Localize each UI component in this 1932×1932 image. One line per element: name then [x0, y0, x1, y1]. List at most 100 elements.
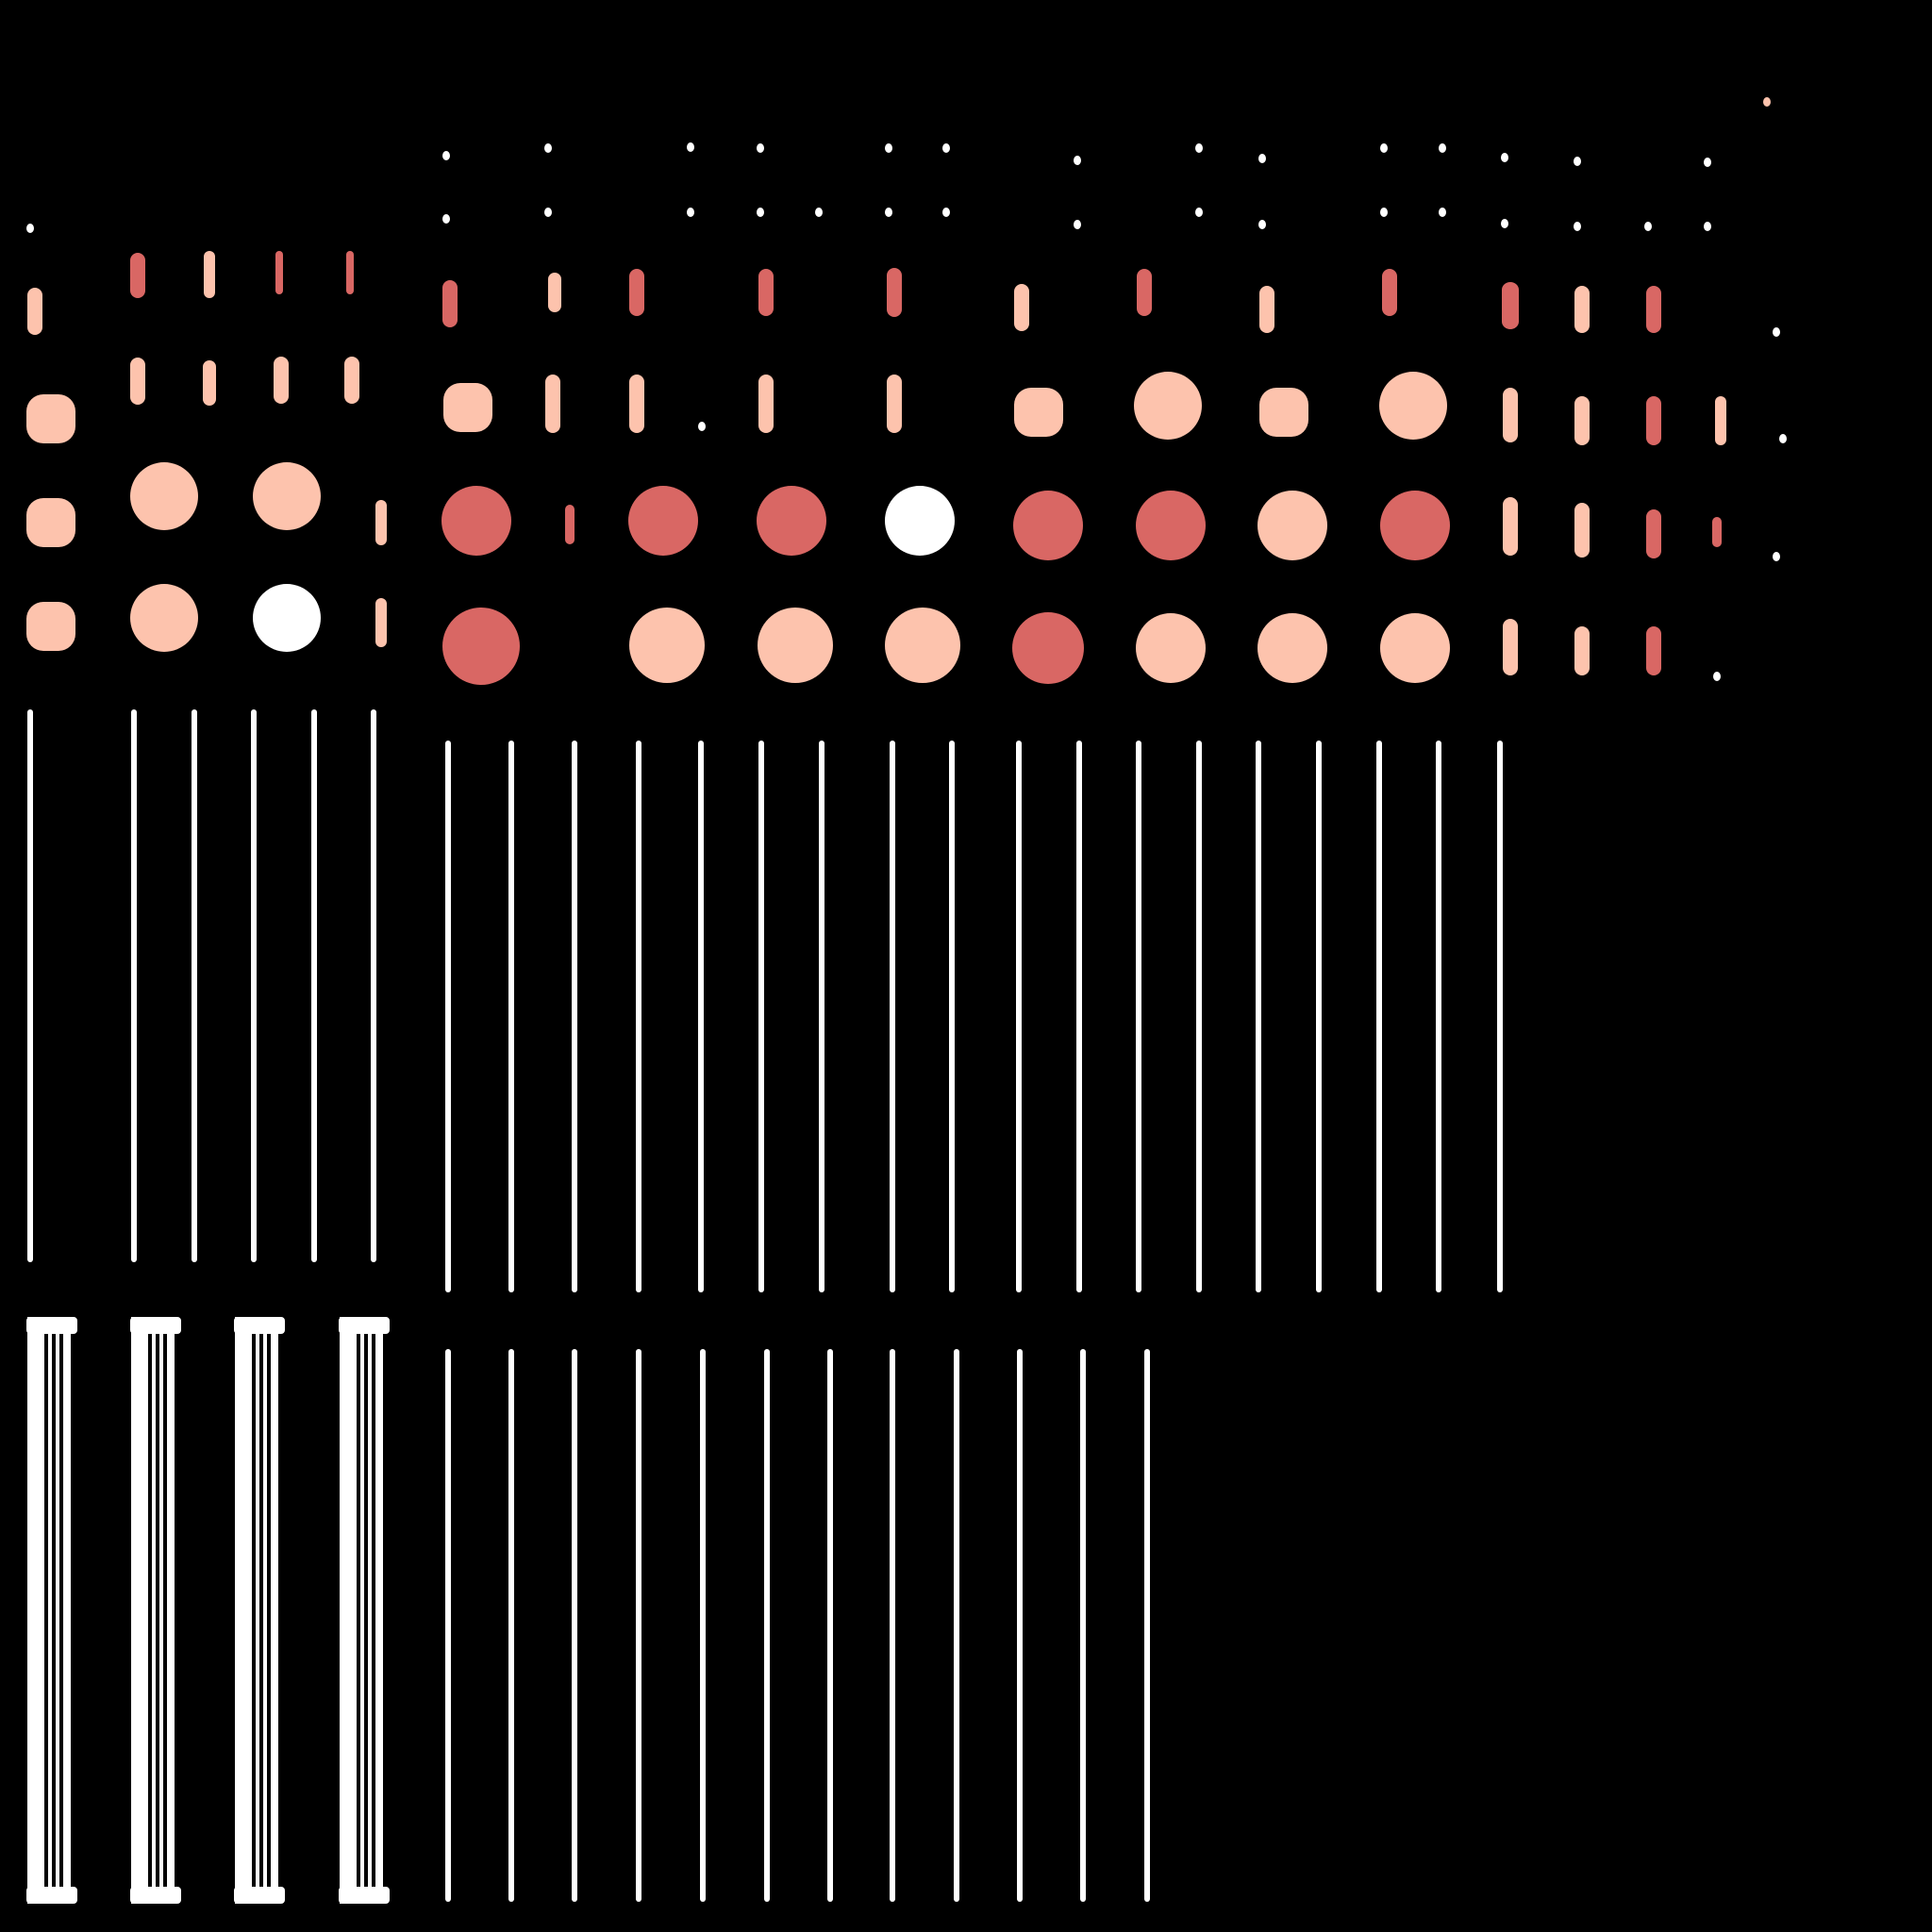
- circle-mark: [629, 608, 705, 683]
- dot-mark: [885, 208, 892, 217]
- vertical-line-mark: [251, 709, 257, 1262]
- vertical-line-mark: [890, 741, 895, 1292]
- capsule-mark: [375, 598, 387, 647]
- vertical-line-mark: [572, 1349, 577, 1902]
- dot-mark: [1574, 222, 1581, 231]
- circle-mark: [442, 608, 520, 685]
- panel-left-band: [235, 1317, 252, 1904]
- circle-mark: [1134, 372, 1202, 440]
- capsule-mark: [1646, 286, 1661, 333]
- circle-mark: [1257, 613, 1327, 683]
- panel-column: [339, 1317, 390, 1904]
- dot-mark: [544, 208, 552, 217]
- rounded-square-mark: [26, 602, 75, 651]
- capsule-mark: [275, 251, 283, 294]
- dot-mark: [1704, 158, 1711, 167]
- panel-stripe: [48, 1330, 52, 1892]
- circle-mark: [130, 584, 198, 652]
- panel-column: [26, 1317, 77, 1904]
- circle-mark: [1257, 491, 1327, 560]
- vertical-line-mark: [1316, 741, 1322, 1292]
- vertical-line-mark: [949, 741, 955, 1292]
- capsule-mark: [629, 269, 644, 316]
- upper-line-grid: [27, 709, 1503, 1292]
- vertical-line-mark: [1136, 741, 1141, 1292]
- dot-mark: [1074, 220, 1081, 229]
- capsule-mark: [887, 375, 902, 433]
- rounded-square-mark: [443, 383, 492, 432]
- dot-mark: [1763, 97, 1771, 107]
- dot-mark: [1258, 220, 1266, 229]
- dot-mark: [1439, 208, 1446, 217]
- circle-mark: [253, 584, 321, 652]
- vertical-line-mark: [954, 1349, 959, 1902]
- vertical-line-mark: [1497, 741, 1503, 1292]
- dot-mark: [442, 214, 450, 224]
- rounded-square-mark: [26, 394, 75, 443]
- capsule-mark: [346, 251, 354, 294]
- dot-mark: [1773, 552, 1780, 561]
- dot-mark: [1574, 157, 1581, 166]
- vertical-line-mark: [636, 1349, 641, 1902]
- vertical-line-mark: [827, 1349, 833, 1902]
- dot-mark: [1501, 219, 1508, 228]
- capsule-mark: [1646, 396, 1661, 445]
- capsule-mark: [1259, 286, 1274, 333]
- capsule-mark: [1503, 497, 1518, 556]
- capsule-mark: [1574, 626, 1590, 675]
- vertical-line-mark: [1016, 741, 1022, 1292]
- capsule-mark: [442, 280, 458, 327]
- dot-array: [26, 251, 1726, 685]
- panel-stripe: [360, 1330, 364, 1892]
- circle-mark: [1136, 491, 1206, 560]
- dot-mark: [942, 208, 950, 217]
- capsule-mark: [1137, 269, 1152, 316]
- dot-mark: [1644, 222, 1652, 231]
- vertical-line-mark: [131, 709, 137, 1262]
- capsule-mark: [130, 358, 145, 405]
- circle-mark: [757, 486, 826, 556]
- vertical-line-mark: [1376, 741, 1382, 1292]
- dot-mark: [1773, 327, 1780, 337]
- dot-mark: [1501, 153, 1508, 162]
- capsule-mark: [1712, 517, 1722, 547]
- panel-left-band: [27, 1317, 44, 1904]
- capsule-mark: [344, 357, 359, 404]
- capsule-mark: [1014, 284, 1029, 331]
- dot-mark: [942, 143, 950, 153]
- panel-column: [130, 1317, 181, 1904]
- capsule-mark: [130, 253, 145, 298]
- vertical-line-mark: [508, 1349, 514, 1902]
- dot-mark: [757, 143, 764, 153]
- dot-mark: [1779, 434, 1787, 443]
- vertical-line-mark: [1144, 1349, 1150, 1902]
- vertical-line-mark: [445, 741, 451, 1292]
- vertical-line-mark: [1196, 741, 1202, 1292]
- dot-mark: [1195, 208, 1203, 217]
- panel-stripe: [159, 1330, 163, 1892]
- vertical-line-mark: [508, 741, 514, 1292]
- dot-mark: [757, 208, 764, 217]
- circle-mark: [1136, 613, 1206, 683]
- rounded-square-mark: [1014, 388, 1063, 437]
- rounded-square-mark: [26, 498, 75, 547]
- vertical-line-mark: [1256, 741, 1261, 1292]
- vertical-line-mark: [572, 741, 577, 1292]
- panel-left-band: [131, 1317, 148, 1904]
- panel-stripe: [368, 1330, 372, 1892]
- vertical-line-mark: [1080, 1349, 1086, 1902]
- circle-mark: [885, 486, 955, 556]
- bottom-panel-columns: [26, 1317, 390, 1904]
- dot-mark: [1074, 156, 1081, 165]
- circle-mark: [1380, 613, 1450, 683]
- dot-mark: [1258, 154, 1266, 163]
- capsule-mark: [1503, 388, 1518, 442]
- vertical-line-mark: [698, 741, 704, 1292]
- capsule-mark: [1646, 509, 1661, 558]
- dot-mark: [1713, 672, 1721, 681]
- capsule-mark: [1646, 626, 1661, 675]
- circle-mark: [1012, 612, 1084, 684]
- dot-mark: [815, 208, 823, 217]
- capsule-mark: [545, 375, 560, 433]
